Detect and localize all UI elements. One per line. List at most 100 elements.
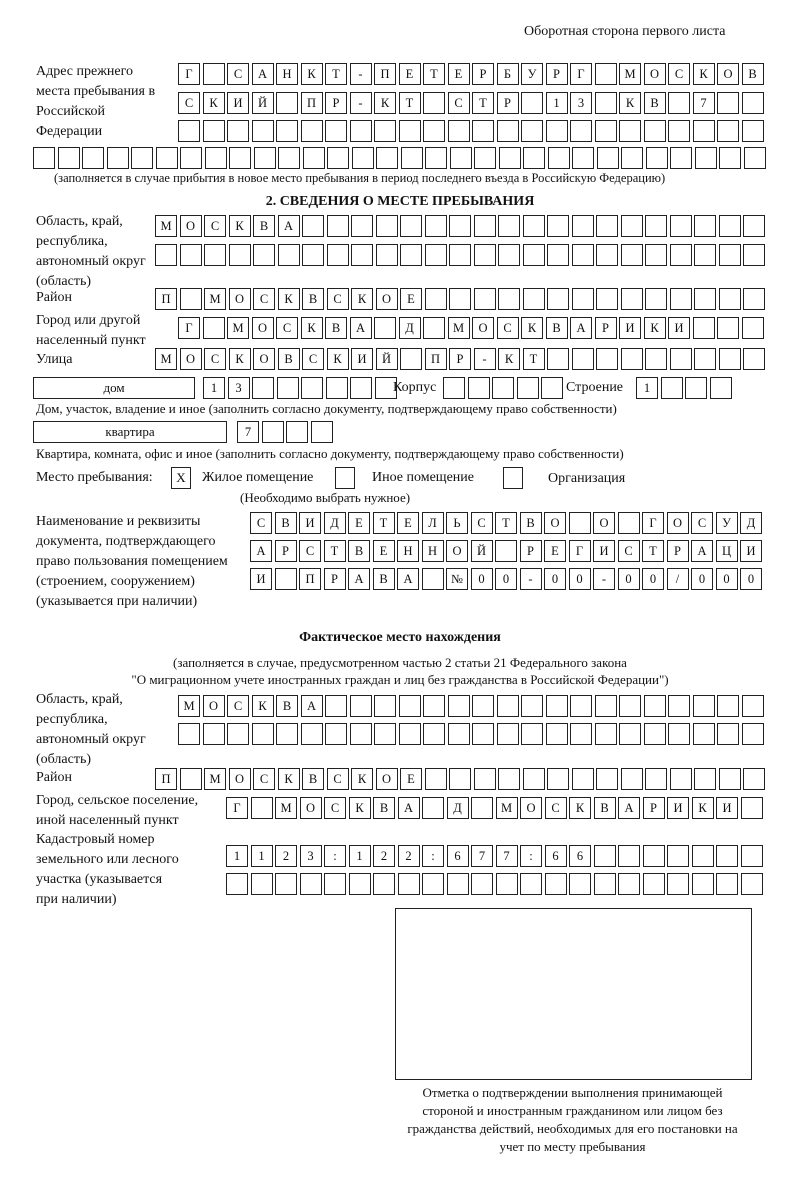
- char-cell[interactable]: 0: [740, 568, 762, 590]
- char-cell[interactable]: [743, 348, 765, 370]
- char-cell[interactable]: 6: [446, 845, 469, 867]
- char-cell[interactable]: Г: [178, 63, 200, 85]
- char-cell[interactable]: [449, 147, 472, 169]
- char-cell[interactable]: М: [619, 63, 641, 85]
- char-cell[interactable]: С: [178, 92, 200, 114]
- char-cell[interactable]: В: [348, 540, 370, 562]
- char-cell[interactable]: [523, 147, 545, 169]
- building-row[interactable]: 1: [636, 377, 734, 399]
- char-cell[interactable]: Т: [472, 92, 494, 114]
- char-cell[interactable]: 0: [715, 568, 738, 590]
- char-cell[interactable]: [351, 147, 374, 169]
- char-cell[interactable]: Р: [449, 348, 471, 370]
- char-cell[interactable]: В: [593, 797, 616, 819]
- char-cell[interactable]: [620, 348, 643, 370]
- char-cell[interactable]: С: [544, 797, 567, 819]
- char-cell[interactable]: [33, 147, 55, 169]
- char-cell[interactable]: [251, 120, 274, 142]
- char-cell[interactable]: О: [446, 540, 468, 562]
- char-cell[interactable]: -: [349, 92, 372, 114]
- char-cell[interactable]: [250, 797, 273, 819]
- char-cell[interactable]: И: [593, 540, 615, 562]
- char-cell[interactable]: [424, 244, 447, 266]
- char-cell[interactable]: Р: [545, 63, 568, 85]
- char-cell[interactable]: [643, 120, 666, 142]
- char-cell[interactable]: [741, 723, 764, 745]
- char-cell[interactable]: О: [472, 317, 494, 339]
- char-cell[interactable]: [694, 348, 716, 370]
- char-cell[interactable]: [571, 215, 594, 237]
- char-cell[interactable]: [596, 768, 618, 790]
- char-cell[interactable]: [643, 695, 666, 717]
- char-cell[interactable]: И: [716, 797, 738, 819]
- char-cell[interactable]: К: [326, 348, 349, 370]
- char-cell[interactable]: С: [253, 768, 275, 790]
- char-cell[interactable]: [274, 568, 297, 590]
- char-cell[interactable]: [229, 147, 251, 169]
- char-cell[interactable]: [694, 288, 716, 310]
- char-cell[interactable]: [227, 120, 249, 142]
- char-cell[interactable]: [251, 723, 274, 745]
- char-cell[interactable]: 1: [348, 845, 371, 867]
- char-cell[interactable]: С: [253, 288, 275, 310]
- char-cell[interactable]: К: [691, 797, 714, 819]
- char-cell[interactable]: [743, 244, 765, 266]
- apt-number-row[interactable]: 7: [237, 421, 335, 443]
- char-cell[interactable]: С: [496, 317, 519, 339]
- char-cell[interactable]: [375, 215, 398, 237]
- char-cell[interactable]: [473, 288, 496, 310]
- char-cell[interactable]: [422, 797, 444, 819]
- char-cell[interactable]: Р: [666, 540, 689, 562]
- char-cell[interactable]: [351, 244, 373, 266]
- char-cell[interactable]: [685, 377, 707, 399]
- char-cell[interactable]: [743, 768, 765, 790]
- char-cell[interactable]: [594, 723, 617, 745]
- char-cell[interactable]: [326, 215, 349, 237]
- char-cell[interactable]: [541, 377, 563, 399]
- char-cell[interactable]: [545, 695, 568, 717]
- char-cell[interactable]: Т: [398, 92, 421, 114]
- char-cell[interactable]: [568, 512, 591, 534]
- char-cell[interactable]: [400, 348, 422, 370]
- char-cell[interactable]: С: [470, 512, 493, 534]
- char-cell[interactable]: [261, 421, 284, 443]
- char-cell[interactable]: [741, 92, 764, 114]
- char-cell[interactable]: [376, 147, 398, 169]
- char-cell[interactable]: [718, 244, 741, 266]
- char-cell[interactable]: [496, 695, 519, 717]
- char-cell[interactable]: О: [228, 768, 251, 790]
- char-cell[interactable]: С: [691, 512, 713, 534]
- char-cell[interactable]: Е: [372, 540, 395, 562]
- char-cell[interactable]: [547, 348, 569, 370]
- char-cell[interactable]: [443, 377, 465, 399]
- char-cell[interactable]: [694, 147, 717, 169]
- char-cell[interactable]: В: [545, 317, 568, 339]
- char-cell[interactable]: [498, 768, 520, 790]
- char-cell[interactable]: [446, 873, 469, 895]
- char-cell[interactable]: [522, 244, 545, 266]
- char-cell[interactable]: [374, 377, 397, 399]
- char-cell[interactable]: 6: [544, 845, 567, 867]
- char-cell[interactable]: [374, 120, 396, 142]
- char-cell[interactable]: О: [228, 288, 251, 310]
- char-cell[interactable]: Е: [447, 63, 470, 85]
- char-cell[interactable]: [645, 244, 667, 266]
- char-cell[interactable]: [299, 873, 322, 895]
- char-cell[interactable]: [276, 92, 298, 114]
- char-cell[interactable]: [422, 873, 444, 895]
- char-cell[interactable]: [717, 120, 739, 142]
- char-cell[interactable]: [569, 873, 591, 895]
- char-cell[interactable]: С: [227, 63, 249, 85]
- char-cell[interactable]: Р: [325, 92, 347, 114]
- char-cell[interactable]: [645, 147, 668, 169]
- char-cell[interactable]: К: [202, 92, 225, 114]
- char-cell[interactable]: [227, 723, 249, 745]
- char-cell[interactable]: 0: [617, 568, 640, 590]
- char-cell[interactable]: О: [717, 63, 739, 85]
- char-cell[interactable]: [495, 873, 518, 895]
- char-cell[interactable]: [275, 873, 297, 895]
- char-cell[interactable]: Р: [642, 797, 665, 819]
- char-cell[interactable]: [547, 147, 570, 169]
